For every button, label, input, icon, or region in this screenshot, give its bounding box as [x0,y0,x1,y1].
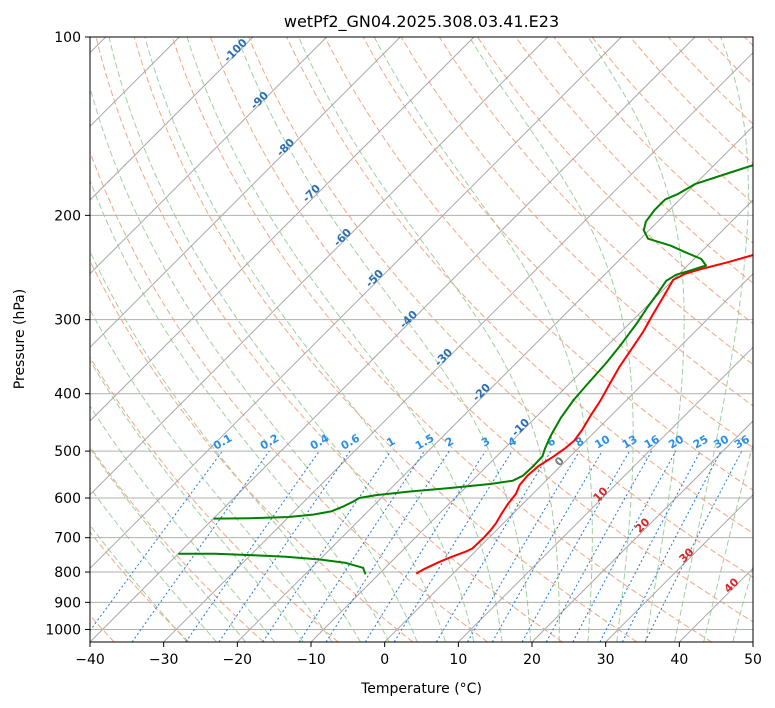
moist-adiabat-line [674,37,749,642]
isotherm-line [236,125,753,642]
mixing-ratio-line [572,450,677,642]
dry-adiabat-line [133,37,638,642]
moist-adiabat-line [90,524,188,642]
mixing-ratio-line [545,450,653,642]
dry-adiabat-line [90,531,190,642]
x-tick-label: −40 [75,652,105,668]
mixing-ratio-line [131,450,270,642]
mixing-ratio-line [298,450,425,642]
moist-adiabat-line [90,179,390,642]
x-tick-label: 10 [449,652,467,668]
isobars [90,37,753,630]
y-axis-title: Pressure (hPa) [12,289,28,389]
dry-adiabat-line [286,37,753,534]
dry-adiabats [90,37,753,642]
plot-frame [89,36,754,643]
mixing-ratio-line [364,450,486,642]
y-axis: 100 200 300 400 500 600 700 800 900 1000 [45,30,90,638]
isotherm-line [605,493,753,642]
y-tick-label: 1000 [45,622,81,638]
y-tick-label: 900 [54,595,81,611]
x-tick-label: −30 [149,652,179,668]
mixing-ratio-line [325,450,450,642]
moist-adiabat-line [108,37,447,642]
moist-adiabat-line [298,37,560,642]
moist-adiabat-line [144,37,475,642]
dry-adiabat-line [210,37,753,623]
isotherm-line [310,199,753,642]
dry-adiabat-line [90,356,339,642]
plot-area: 0.1 0.2 0.4 0.6 1 1.5 2 3 4 6 8 10 13 16 20 25 30 36-100-… [90,37,753,642]
mixing-ratio-line [185,450,320,642]
moist-adiabat-line [90,486,217,642]
isotherms [90,37,753,642]
profiles [178,164,753,575]
isotherm-line [90,37,696,642]
moist-adiabat-line [587,37,685,642]
dry-adiabat-line [90,259,414,642]
moist-adiabat-line [90,447,247,642]
mixing-ratio-line [393,450,513,642]
x-tick-label: 0 [380,652,389,668]
isotherm-line [752,641,753,642]
isotherm-line [90,37,549,496]
y-tick-label: 800 [54,565,81,581]
isotherm-line [90,37,475,422]
mixing-ratio-line [644,450,743,642]
x-tick-label: −10 [296,652,326,668]
series-line-0 [415,254,753,575]
dry-adiabat-line [438,37,753,366]
x-axis: −40 −30 −20 −10 0 10 20 30 40 50 [75,642,762,668]
moist-adiabat-line [90,85,418,642]
x-tick-label: 40 [670,652,688,668]
isotherm-line [90,37,254,201]
isotherm-line [163,51,753,642]
series-line-2 [213,164,753,520]
moist-adiabat-line [373,37,593,642]
dry-adiabat-line [400,37,753,407]
x-tick-label: 30 [597,652,615,668]
y-tick-label: 100 [54,30,81,46]
mixing-ratio-line [218,450,351,642]
mixing-ratio-lines [90,450,743,642]
y-tick-label: 500 [54,444,81,460]
isotherm-line [384,272,753,642]
mixing-ratio-line [467,450,580,642]
isotherm-line [457,346,753,642]
x-axis-title: Temperature (°C) [360,681,482,697]
x-tick-label: −20 [223,652,253,668]
isotherm-line [90,37,622,570]
x-tick-label: 50 [744,652,762,668]
mixing-ratio-line [621,450,722,642]
chart-title: wetPf2_GN04.2025.308.03.41.E23 [284,12,559,32]
y-tick-label: 400 [54,387,81,403]
y-tick-label: 200 [54,208,81,224]
y-tick-label: 300 [54,313,81,329]
dry-adiabat-line [248,37,753,578]
isotherm-line [531,420,753,642]
moist-adiabat-line [90,405,275,642]
mixing-ratio-line [262,450,392,642]
isotherm-line [90,37,328,275]
mixing-ratio-line [435,450,552,642]
mixing-ratio-line [599,450,701,642]
series-line-1 [178,552,367,575]
dry-adiabat-line [324,37,753,491]
y-tick-label: 600 [54,491,81,507]
x-tick-label: 20 [523,652,541,668]
moist-adiabat-line [90,359,304,642]
dry-adiabat-line [95,37,563,642]
y-tick-label: 700 [54,531,81,547]
isotherm-line [90,37,401,349]
dry-adiabat-line [362,37,753,449]
